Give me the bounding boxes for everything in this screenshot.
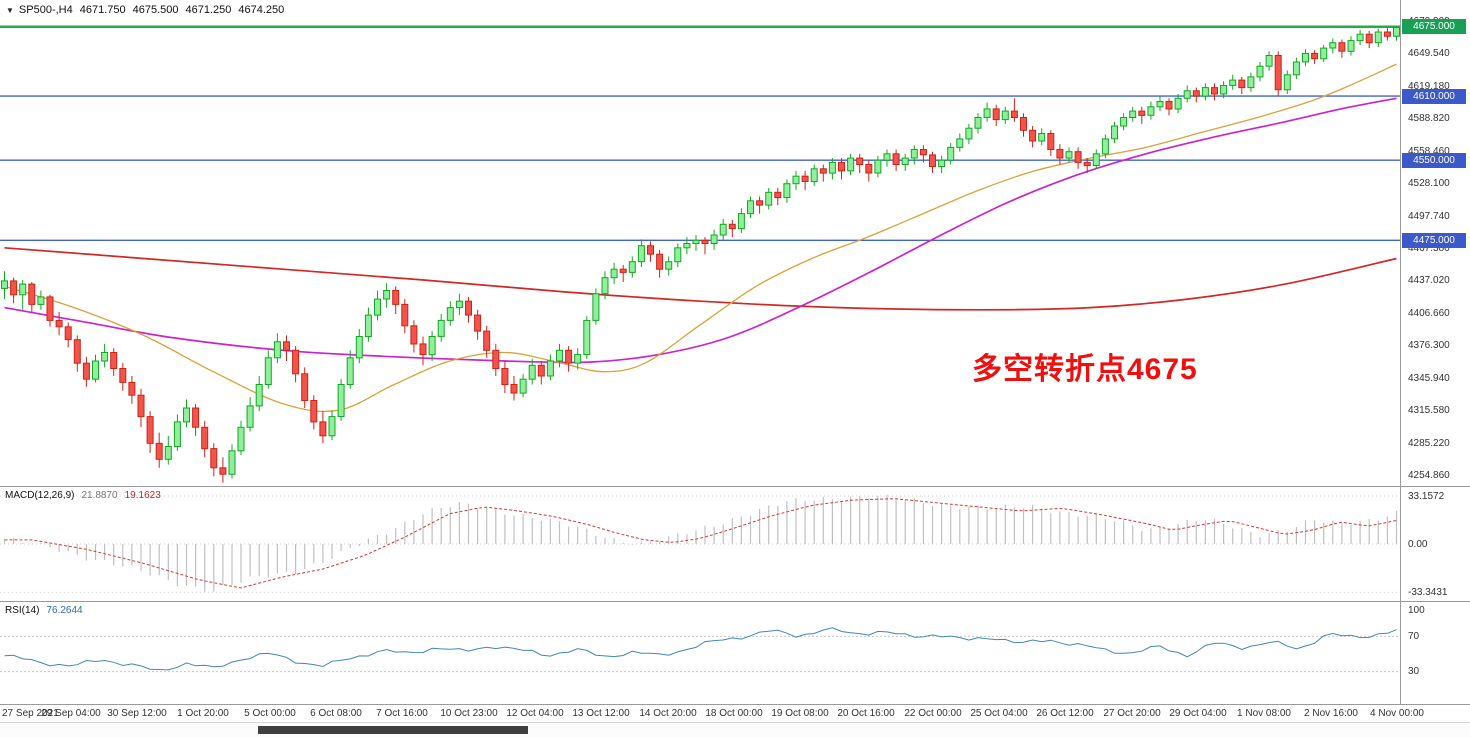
- time-axis-label: 14 Oct 20:00: [639, 708, 697, 719]
- rsi-panel-svg[interactable]: [0, 602, 1400, 704]
- price-tick-label: 4467.380: [1408, 243, 1450, 254]
- price-tick-label: 4588.820: [1408, 113, 1450, 124]
- candles-layer: [1, 25, 1400, 483]
- ohlc-low: 4671.250: [185, 4, 232, 16]
- macd-histogram: [3, 494, 1398, 592]
- time-axis-label: 10 Oct 23:00: [440, 708, 498, 719]
- macd-panel-svg[interactable]: [0, 487, 1400, 601]
- time-axis-label: 1 Nov 08:00: [1237, 708, 1291, 719]
- macd-scale-label: 0.00: [1408, 539, 1428, 550]
- macd-indicator-label: MACD(12,26,9) 21.8870 19.1623: [5, 490, 161, 501]
- time-axis-label: 29 Oct 04:00: [1169, 708, 1227, 719]
- price-tick-label: 4345.940: [1408, 373, 1450, 384]
- time-axis-label: 4 Nov 00:00: [1370, 708, 1424, 719]
- ohlc-open: 4671.750: [79, 4, 126, 16]
- price-scale[interactable]: 4679.9004649.5404619.1804588.8204558.460…: [1401, 0, 1470, 704]
- horizontal-scrollbar-track[interactable]: [0, 722, 1470, 737]
- chart-dropdown-icon[interactable]: ▼: [6, 6, 14, 15]
- rsi-scale-label: 70: [1408, 631, 1420, 642]
- macd-signal-value: 19.1623: [124, 490, 161, 501]
- rsi-line: [4, 627, 1397, 671]
- ma-slow-line: [4, 246, 1397, 311]
- price-tick-label: 4528.100: [1408, 178, 1450, 189]
- time-axis-label: 27 Oct 20:00: [1103, 708, 1161, 719]
- price-tick-label: 4254.860: [1408, 470, 1450, 481]
- time-axis-label: 25 Oct 04:00: [970, 708, 1028, 719]
- price-tick-label: 4315.580: [1408, 405, 1450, 416]
- macd-rsi-separator[interactable]: [0, 601, 1470, 602]
- time-axis-label: 30 Sep 12:00: [107, 708, 167, 719]
- rsi-timeaxis-separator: [0, 704, 1470, 705]
- time-axis-label: 1 Oct 20:00: [177, 708, 229, 719]
- price-badge-4550: 4550.000: [1402, 153, 1466, 168]
- time-axis-label: 5 Oct 00:00: [244, 708, 296, 719]
- time-axis[interactable]: 27 Sep 2021 29 Sep 04:00 30 Sep 12:00 1 Oct…: [0, 705, 1470, 722]
- price-tick-label: 4406.660: [1408, 308, 1450, 319]
- time-axis-label: 13 Oct 12:00: [572, 708, 630, 719]
- macd-main-value: 21.8870: [81, 490, 118, 501]
- main-chart-svg[interactable]: [0, 0, 1400, 486]
- price-tick-label: 4376.300: [1408, 340, 1450, 351]
- price-tick-label: 4285.220: [1408, 438, 1450, 449]
- ohlc-close: 4674.250: [238, 4, 285, 16]
- price-badge-4675: 4675.000: [1402, 19, 1466, 34]
- time-axis-label: 12 Oct 04:00: [506, 708, 564, 719]
- time-axis-label: 7 Oct 16:00: [376, 708, 428, 719]
- macd-name: MACD(12,26,9): [5, 490, 75, 501]
- macd-signal-line: [4, 498, 1397, 589]
- time-axis-label: 18 Oct 00:00: [705, 708, 763, 719]
- price-tick-label: 4497.740: [1408, 211, 1450, 222]
- price-badge-4610: 4610.000: [1402, 89, 1466, 104]
- symbol-timeframe-label: SP500-,H4: [18, 4, 73, 16]
- time-axis-label: 26 Oct 12:00: [1036, 708, 1094, 719]
- price-tick-label: 4437.020: [1408, 275, 1450, 286]
- symbol-ohlc-info: ▼ SP500-,H4 4671.750 4675.500 4671.250 4674.2…: [6, 4, 291, 16]
- price-tick-label: 4619.180: [1408, 81, 1450, 92]
- price-tick-label: 4649.540: [1408, 48, 1450, 59]
- rsi-indicator-label: RSI(14) 76.2644: [5, 605, 83, 616]
- time-axis-label: 6 Oct 08:00: [310, 708, 362, 719]
- time-axis-label: 27 Sep 2021: [2, 708, 59, 719]
- main-macd-separator[interactable]: [0, 486, 1470, 487]
- macd-scale-label: -33.3431: [1408, 587, 1448, 598]
- time-axis-label: 29 Sep 04:00: [41, 708, 101, 719]
- time-axis-label: 22 Oct 00:00: [904, 708, 962, 719]
- time-axis-label: 19 Oct 08:00: [771, 708, 829, 719]
- ma-mid-line: [4, 97, 1397, 364]
- ohlc-high: 4675.500: [132, 4, 179, 16]
- rsi-scale-label: 100: [1408, 605, 1425, 616]
- price-tick-label: 4558.460: [1408, 146, 1450, 157]
- rsi-value: 76.2644: [46, 605, 83, 616]
- time-axis-label: 20 Oct 16:00: [837, 708, 895, 719]
- rsi-name: RSI(14): [5, 605, 40, 616]
- ma-fast-line: [4, 63, 1397, 413]
- rsi-scale-label: 30: [1408, 666, 1420, 677]
- horizontal-scrollbar-thumb[interactable]: [258, 726, 528, 734]
- price-badge-4475: 4475.000: [1402, 233, 1466, 248]
- price-scale-border: [1400, 0, 1401, 704]
- macd-scale-label: 33.1572: [1408, 491, 1445, 502]
- chart-annotation-text: 多空转折点4675: [972, 353, 1198, 386]
- time-axis-label: 2 Nov 16:00: [1304, 708, 1358, 719]
